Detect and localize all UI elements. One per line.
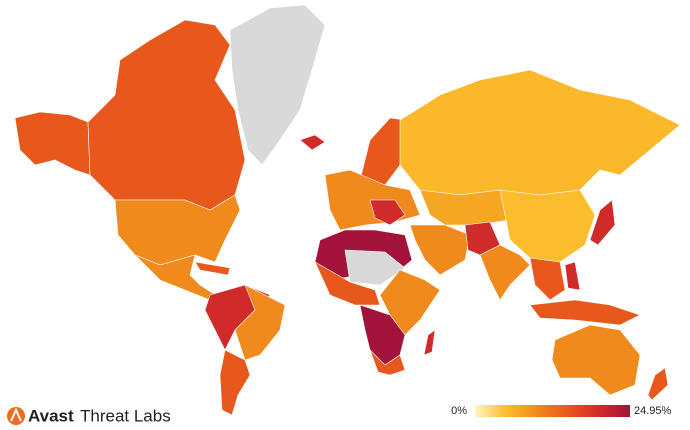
usa: [114, 194, 241, 266]
southeast-asia: [529, 257, 566, 301]
japan: [589, 199, 616, 246]
caribbean: [194, 261, 231, 276]
brand-name: Avast: [28, 406, 74, 425]
scandinavia: [359, 117, 406, 186]
west-africa: [314, 261, 381, 306]
china: [499, 189, 596, 263]
new-zealand: [647, 367, 669, 401]
iceland: [299, 134, 326, 151]
legend: 0% 24.95%: [451, 405, 672, 417]
legend-max-label: 24.95%: [634, 405, 672, 417]
indonesia: [529, 299, 641, 326]
brand-logo-mark: [10, 407, 22, 422]
world-map: [14, 4, 681, 416]
southern-africa: [369, 349, 406, 376]
brand-product: Threat Labs: [80, 406, 171, 425]
alaska: [14, 111, 91, 176]
legend-min-label: 0%: [451, 405, 467, 417]
sahel: [344, 249, 406, 286]
brand: Avast Threat Labs: [7, 406, 171, 425]
middle-east: [409, 224, 471, 276]
canada: [87, 19, 246, 211]
greenland: [229, 4, 326, 166]
east-africa: [379, 269, 441, 336]
philippines: [564, 261, 581, 291]
central-asia: [419, 189, 511, 226]
legend-color-scale: [475, 405, 630, 417]
australia: [551, 324, 641, 396]
india: [479, 244, 531, 301]
mexico: [134, 254, 221, 301]
brazil: [234, 284, 286, 361]
south-america-south: [219, 349, 251, 416]
balkans: [369, 199, 406, 226]
madagascar: [423, 329, 436, 356]
russia: [399, 69, 681, 196]
